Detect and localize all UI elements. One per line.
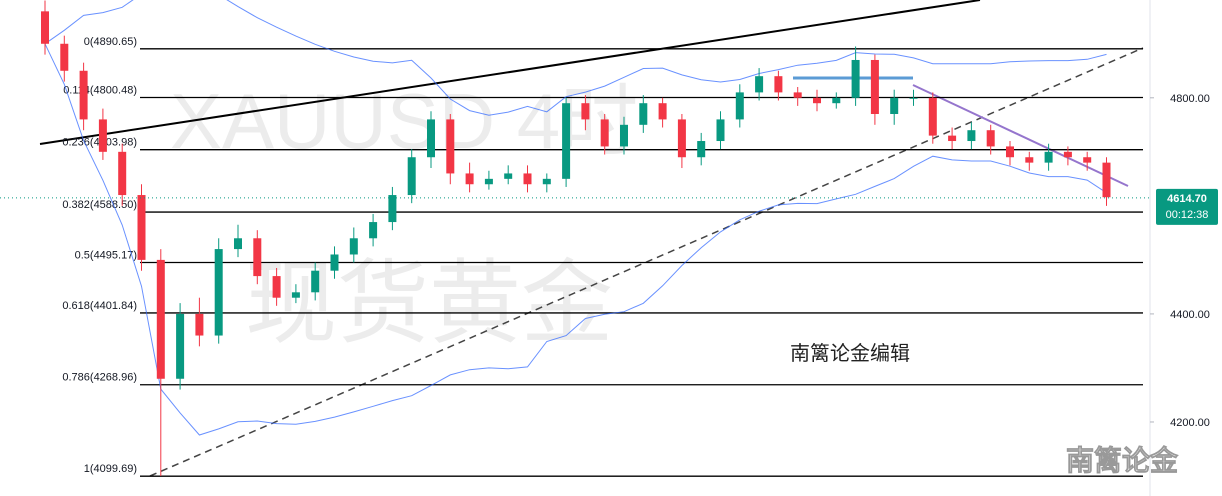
candle-body: [658, 103, 667, 120]
candle-body: [1063, 151, 1072, 158]
candle-body: [716, 119, 725, 142]
candle-body: [98, 119, 107, 152]
candle-body: [523, 173, 532, 185]
candle-body: [291, 292, 300, 298]
countdown: 00:12:38: [1166, 209, 1209, 221]
bollinger-lower: [44, 43, 1107, 436]
candle-body: [928, 97, 937, 136]
fib-label: 0.618(4401.84): [62, 300, 137, 312]
candle-body: [407, 157, 416, 196]
candle-body: [484, 178, 493, 185]
candle-body: [1025, 157, 1034, 163]
fib-label: 0.5(4495.17): [75, 249, 137, 261]
y-tick-label: 4400.00: [1170, 309, 1210, 321]
down-trend-line: [912, 84, 1129, 187]
candle-body: [870, 59, 879, 115]
candle-body: [234, 238, 242, 250]
candle-body: [311, 270, 320, 293]
candle-body: [851, 59, 860, 98]
candle-body: [1044, 151, 1053, 163]
candle-body: [176, 313, 185, 379]
candle-body: [156, 259, 165, 379]
candle-body: [986, 130, 995, 147]
candle-body: [620, 124, 628, 147]
candle-body: [195, 313, 204, 336]
candle-body: [214, 249, 223, 336]
candle-body: [137, 195, 146, 260]
y-tick-label: 4200.00: [1170, 417, 1210, 429]
fib-label: 0.786(4268.96): [62, 372, 137, 384]
candle-body: [272, 276, 281, 298]
candle-body: [1006, 146, 1014, 158]
candle-body: [253, 238, 262, 277]
fib-label: 0(4890.65): [84, 36, 137, 48]
price-box: [1156, 188, 1218, 225]
candle-body: [330, 254, 339, 271]
trend-line: [39, 0, 981, 145]
candle-body: [677, 119, 686, 158]
bollinger-upper: [44, 0, 1107, 116]
fib-label: 0.114(4800.48): [63, 85, 137, 97]
candle-body: [697, 141, 706, 158]
candle-body: [427, 119, 435, 158]
candle-body: [774, 76, 783, 93]
y-tick-label: 4800.00: [1170, 93, 1210, 105]
candle-body: [639, 103, 648, 125]
annotation: 南篱论金编辑: [790, 342, 910, 365]
candle-body: [562, 103, 571, 179]
watermark: 现货黄金: [245, 253, 613, 355]
candle-body: [909, 97, 918, 99]
corner-label: 南篱论金: [1066, 444, 1179, 476]
candle-body: [542, 178, 551, 185]
candle-body: [948, 135, 957, 142]
price-label: 4614.70: [1167, 193, 1207, 205]
candle-body: [1083, 157, 1092, 163]
candle-body: [735, 92, 744, 120]
candle-body: [41, 11, 49, 44]
candle-body: [967, 130, 976, 142]
candle-body: [832, 97, 841, 104]
fib-label: 0.382(4588.50): [62, 199, 137, 211]
watermark: XAUUSD 4时: [170, 77, 638, 165]
candle-body: [79, 70, 88, 120]
candle-body: [581, 103, 590, 120]
candle-body: [118, 151, 127, 196]
candle-body: [60, 43, 69, 71]
candle-body: [600, 119, 609, 147]
candle-body: [349, 238, 358, 255]
candle-body: [793, 92, 802, 98]
candle-body: [504, 173, 513, 179]
candle-body: [1102, 162, 1111, 198]
candle-body: [446, 119, 455, 174]
candle-body: [465, 173, 474, 185]
fib-label: 1(4099.69): [84, 463, 137, 475]
candle-body: [813, 97, 821, 104]
candle-body: [369, 222, 378, 239]
candle-body: [755, 76, 764, 93]
candle-body: [890, 97, 899, 115]
candle-body: [388, 195, 397, 223]
